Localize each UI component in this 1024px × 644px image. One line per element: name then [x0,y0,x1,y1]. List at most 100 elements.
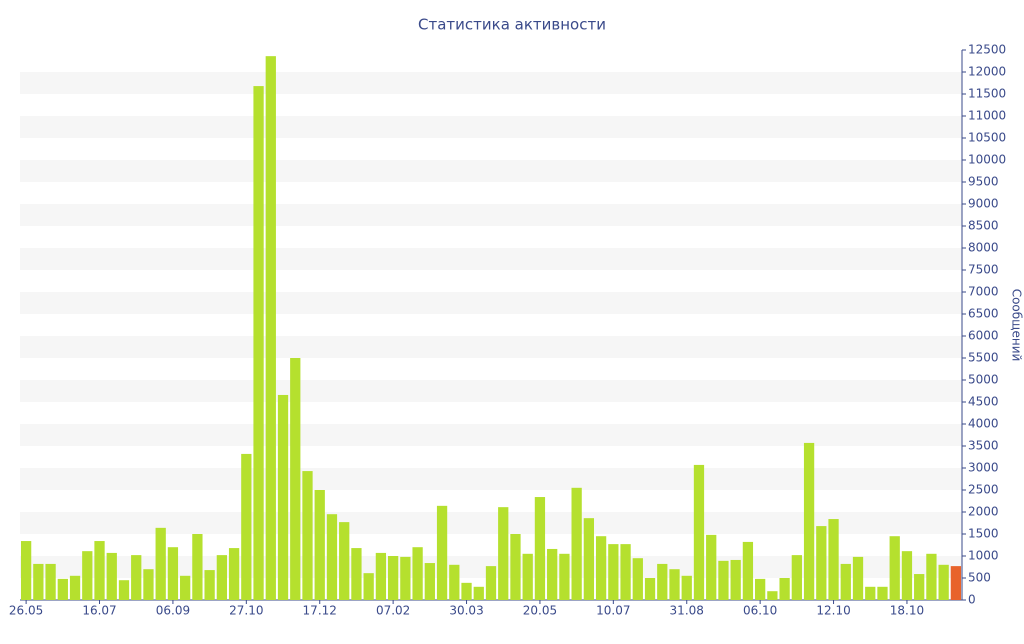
x-tick-label: 27.10 [229,604,263,618]
x-tick-label: 07.02 [376,604,410,618]
bar [498,507,509,600]
bar [436,505,448,600]
y-tick-label: 7000 [968,285,999,299]
bar [926,553,937,600]
bar [816,526,827,600]
grid-stripe [20,204,962,226]
y-tick-label: 6000 [968,329,999,343]
y-tick-label: 11000 [968,109,1006,123]
x-tick-label: 31.08 [670,604,704,618]
grid-stripe [20,424,962,446]
bar [828,519,839,600]
bar [461,582,472,600]
bar [387,556,399,600]
y-tick-label: 5000 [968,373,999,387]
bar [45,563,56,600]
bar [669,569,680,600]
grid-stripe [20,468,962,490]
x-tick-label: 17.12 [303,604,337,618]
y-tick-label: 7500 [968,263,999,277]
bar [877,586,888,600]
y-tick-label: 3000 [968,461,999,475]
bar [644,578,656,600]
grid-stripe [20,248,962,270]
y-tick-label: 3500 [968,439,999,453]
bar [143,569,154,600]
bar [424,563,435,600]
bar [730,559,741,600]
y-tick-label: 10000 [968,153,1006,167]
x-tick-label: 30.03 [449,604,483,618]
bar [840,563,851,600]
y-tick-label: 1500 [968,527,999,541]
bar [889,536,900,600]
bar [767,591,778,600]
bar [938,564,949,600]
y-tick-label: 0 [968,593,976,607]
bar [400,556,411,600]
bar [118,580,130,600]
bar [131,555,142,600]
chart-title: Статистика активности [418,16,606,34]
bar [228,548,240,600]
y-tick-label: 11500 [968,87,1006,101]
bar [657,563,668,600]
y-tick-label: 12000 [968,65,1006,79]
y-tick-label: 8500 [968,219,999,233]
bar [155,527,166,600]
grid-stripe [20,116,962,138]
x-tick-label: 20.05 [523,604,557,618]
x-tick-label: 06.10 [743,604,777,618]
bar [522,553,533,600]
y-tick-label: 4000 [968,417,999,431]
y-tick-label: 12500 [968,43,1006,57]
x-tick-label: 06.09 [156,604,190,618]
y-tick-label: 4500 [968,395,999,409]
x-tick-label: 16.07 [82,604,116,618]
bar [204,570,215,600]
y-tick-label: 1000 [968,549,999,563]
bar [632,558,643,600]
bar [718,560,729,600]
x-tick-label: 10.07 [596,604,630,618]
x-tick-label: 26.05 [9,604,43,618]
bar [339,522,350,600]
grid-stripe [20,160,962,182]
bar [473,586,484,600]
bar [559,553,570,600]
bar [865,586,876,600]
grid-stripe [20,336,962,358]
bar [265,56,276,601]
bar [681,575,692,600]
bar [803,442,815,600]
bar [693,464,705,600]
bar [608,544,619,600]
bar [510,534,521,600]
bar [779,578,790,600]
bar [253,86,264,600]
grid-stripe [20,72,962,94]
x-tick-label: 12.10 [816,604,850,618]
grid-stripe [20,380,962,402]
bar [192,534,203,600]
y-tick-label: 2500 [968,483,999,497]
bar [216,555,227,600]
bar [583,518,595,600]
bar [314,490,325,600]
bar [277,394,289,600]
bar [547,548,558,600]
bar [571,487,582,600]
bar [412,547,423,600]
y-tick-label: 10500 [968,131,1006,145]
y-tick-label: 2000 [968,505,999,519]
y-axis-label: Сообщений [1010,289,1024,362]
bar [82,551,93,600]
bar [485,566,497,600]
y-tick-label: 5500 [968,351,999,365]
bar [595,536,607,600]
bar [302,471,313,600]
bar [326,514,338,600]
bar [791,555,802,600]
bar [33,563,44,600]
bar [351,548,362,600]
